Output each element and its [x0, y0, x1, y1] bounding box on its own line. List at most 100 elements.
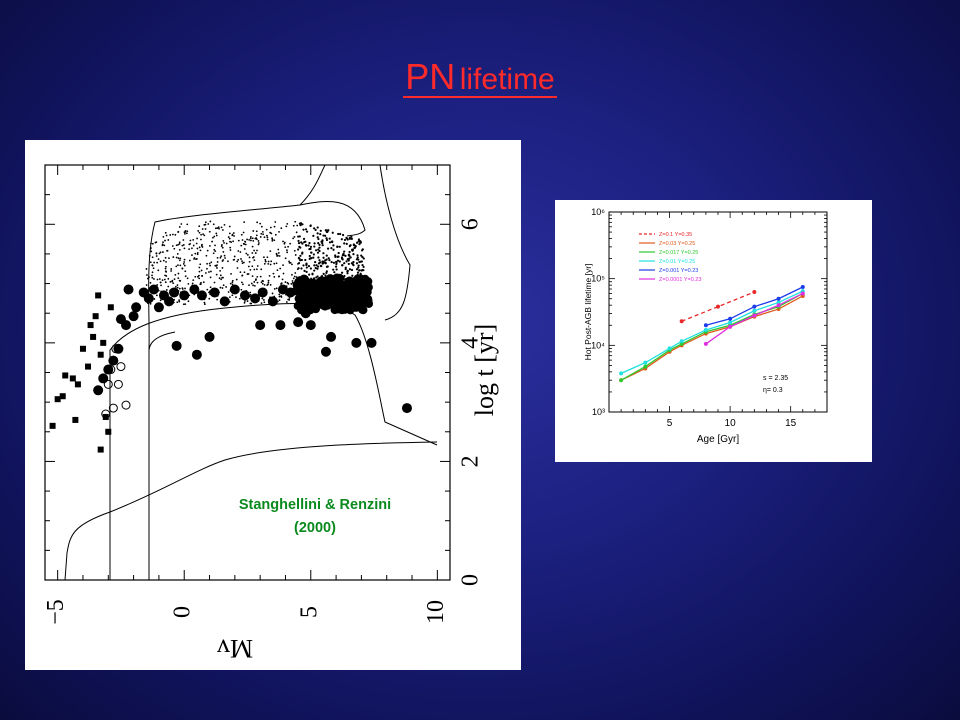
right-series-point — [752, 290, 757, 295]
left-small-dot — [305, 266, 308, 269]
right-series-point — [728, 316, 733, 321]
left-small-dot — [222, 259, 225, 261]
left-small-dot — [298, 235, 301, 238]
left-small-dot — [187, 282, 190, 285]
left-small-dot — [273, 262, 276, 265]
left-clump-dot — [340, 301, 349, 311]
left-small-dot — [349, 244, 352, 247]
left-small-dot — [172, 256, 175, 258]
left-small-dot — [196, 253, 199, 256]
left-small-dot — [178, 259, 181, 262]
left-small-dot — [240, 258, 242, 260]
left-small-dot — [213, 248, 216, 251]
left-small-dot — [177, 230, 180, 233]
left-small-dot — [275, 262, 278, 265]
left-small-dot — [267, 281, 270, 284]
left-small-dot — [168, 257, 170, 260]
right-series-point — [776, 296, 781, 301]
left-small-dot — [264, 260, 267, 263]
left-small-dot — [278, 231, 280, 233]
right-y-tick-label: 10⁵ — [591, 274, 605, 284]
left-small-dot — [178, 299, 181, 301]
left-small-dot — [241, 274, 244, 277]
left-small-dot — [219, 286, 222, 289]
left-clump-dot — [360, 274, 370, 284]
left-small-dot — [209, 276, 212, 279]
right-series-point — [667, 346, 672, 351]
left-clump-dot — [363, 298, 372, 308]
left-small-dot — [324, 262, 327, 265]
left-small-dot — [244, 241, 247, 243]
right-series-point — [728, 320, 733, 325]
left-small-dot — [357, 258, 360, 261]
left-small-dot — [253, 259, 256, 262]
left-point-open-circle — [113, 379, 123, 389]
left-small-dot — [346, 272, 349, 275]
left-point-filled-square — [49, 422, 56, 429]
left-clump-dot — [333, 278, 342, 288]
left-small-dot — [200, 238, 202, 241]
left-small-dot — [345, 236, 348, 239]
left-small-dot — [275, 252, 278, 255]
left-small-dot — [330, 240, 334, 243]
left-clump-dot — [304, 289, 314, 298]
left-small-dot — [164, 270, 167, 273]
left-small-dot — [184, 275, 187, 278]
left-small-dot — [362, 257, 365, 260]
left-point-open-circle — [116, 362, 126, 372]
left-small-dot — [196, 247, 199, 250]
left-point-filled-square — [105, 428, 112, 435]
left-clump-dot — [316, 276, 325, 286]
left-point-filled-circle — [93, 385, 104, 396]
left-small-dot — [331, 231, 334, 234]
left-small-dot — [251, 252, 254, 254]
left-small-dot — [171, 245, 174, 247]
left-small-dot — [164, 281, 167, 284]
right-series-point — [619, 371, 624, 376]
left-small-dot — [200, 269, 203, 272]
left-small-dot — [249, 291, 252, 294]
left-x-axis-label: Mv — [217, 634, 253, 663]
left-small-dot — [173, 247, 176, 250]
left-small-dot — [243, 248, 246, 250]
left-small-dot — [178, 226, 181, 228]
left-annotation-line1: Stanghellini & Renzini — [238, 497, 392, 513]
left-small-dot — [341, 258, 344, 261]
left-point-filled-circle — [229, 284, 240, 295]
left-small-dot — [244, 243, 247, 246]
left-small-dot — [355, 241, 359, 244]
left-small-dot — [263, 256, 265, 259]
left-small-dot — [309, 245, 313, 248]
left-small-dot — [286, 249, 288, 252]
left-small-dot — [202, 281, 205, 284]
left-small-dot — [231, 294, 234, 297]
left-small-dot — [151, 242, 154, 245]
left-small-dot — [308, 247, 311, 251]
left-small-dot — [192, 244, 195, 247]
left-small-dot — [359, 272, 362, 275]
left-small-dot — [343, 238, 347, 242]
left-small-dot — [256, 221, 259, 224]
left-small-dot — [316, 275, 319, 278]
left-point-filled-circle — [123, 284, 134, 295]
left-point-filled-circle — [275, 320, 286, 331]
left-small-dot — [184, 232, 186, 235]
left-small-dot — [176, 253, 179, 255]
left-small-dot — [167, 239, 170, 241]
left-small-dot — [348, 268, 352, 271]
left-point-filled-circle — [219, 296, 230, 307]
left-small-dot — [292, 224, 295, 227]
left-small-dot — [285, 225, 288, 228]
left-small-dot — [221, 246, 224, 249]
left-small-dot — [163, 278, 166, 281]
right-series-line — [681, 291, 755, 322]
left-small-dot — [155, 241, 158, 244]
left-small-dot — [195, 242, 198, 245]
left-clump-dot — [336, 287, 345, 297]
left-small-dot — [225, 242, 228, 245]
left-small-dot — [332, 244, 335, 247]
left-small-dot — [169, 280, 172, 283]
left-clump-dot — [310, 297, 319, 306]
left-point-filled-circle — [267, 296, 278, 307]
left-small-dot — [249, 302, 252, 305]
